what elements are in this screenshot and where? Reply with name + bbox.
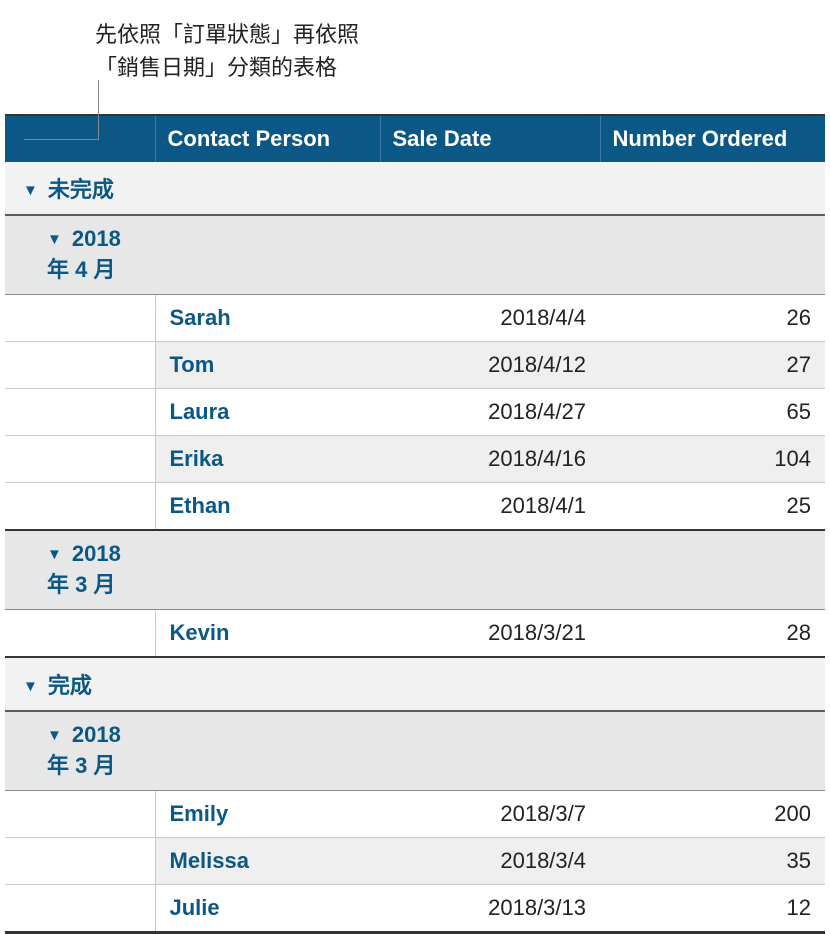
table-row[interactable]: Erika 2018/4/16 104 — [5, 436, 825, 483]
table-row[interactable]: Julie 2018/3/13 12 — [5, 885, 825, 933]
cell-num: 25 — [600, 483, 825, 531]
cell-num: 12 — [600, 885, 825, 933]
table-header-row: Contact Person Sale Date Number Ordered — [5, 115, 825, 162]
disclosure-icon[interactable]: ▼ — [23, 678, 38, 695]
cell-date: 2018/3/7 — [380, 791, 600, 838]
caption-line1: 先依照「訂單狀態」再依照 — [95, 22, 359, 47]
cell-contact: Laura — [155, 389, 380, 436]
cell-contact: Kevin — [155, 610, 380, 658]
cell-date: 2018/4/16 — [380, 436, 600, 483]
header-ordered[interactable]: Number Ordered — [600, 115, 825, 162]
cell-num: 65 — [600, 389, 825, 436]
cell-num: 104 — [600, 436, 825, 483]
cell-date: 2018/3/21 — [380, 610, 600, 658]
disclosure-icon[interactable]: ▼ — [47, 727, 62, 744]
header-contact[interactable]: Contact Person — [155, 115, 380, 162]
disclosure-icon[interactable]: ▼ — [23, 182, 38, 199]
grouped-table: Contact Person Sale Date Number Ordered … — [5, 114, 825, 934]
cell-contact: Emily — [155, 791, 380, 838]
table-row[interactable]: Melissa 2018/3/4 35 — [5, 838, 825, 885]
cell-contact: Julie — [155, 885, 380, 933]
table-row[interactable]: Sarah 2018/4/4 26 — [5, 295, 825, 342]
group-l1-label: 未完成 — [48, 177, 114, 202]
group-header-l2[interactable]: ▼2018 年 3 月 — [5, 711, 825, 791]
header-date[interactable]: Sale Date — [380, 115, 600, 162]
cell-contact: Tom — [155, 342, 380, 389]
cell-date: 2018/4/12 — [380, 342, 600, 389]
caption-line2: 「銷售日期」分類的表格 — [95, 55, 337, 80]
cell-num: 35 — [600, 838, 825, 885]
disclosure-icon[interactable]: ▼ — [47, 546, 62, 563]
cell-date: 2018/4/27 — [380, 389, 600, 436]
group-header-l1[interactable]: ▼ 未完成 — [5, 162, 825, 215]
cell-date: 2018/3/4 — [380, 838, 600, 885]
cell-num: 200 — [600, 791, 825, 838]
table-row[interactable]: Emily 2018/3/7 200 — [5, 791, 825, 838]
table-row[interactable]: Laura 2018/4/27 65 — [5, 389, 825, 436]
table-row[interactable]: Tom 2018/4/12 27 — [5, 342, 825, 389]
table-row[interactable]: Kevin 2018/3/21 28 — [5, 610, 825, 658]
group-header-l2[interactable]: ▼2018 年 4 月 — [5, 215, 825, 295]
cell-contact: Ethan — [155, 483, 380, 531]
cell-contact: Erika — [155, 436, 380, 483]
group-header-l1[interactable]: ▼ 完成 — [5, 657, 825, 711]
cell-num: 27 — [600, 342, 825, 389]
cell-contact: Melissa — [155, 838, 380, 885]
disclosure-icon[interactable]: ▼ — [47, 231, 62, 248]
group-header-l2[interactable]: ▼2018 年 3 月 — [5, 530, 825, 610]
cell-contact: Sarah — [155, 295, 380, 342]
cell-date: 2018/4/4 — [380, 295, 600, 342]
table-row[interactable]: Ethan 2018/4/1 25 — [5, 483, 825, 531]
callout-pointer — [98, 80, 99, 140]
cell-date: 2018/4/1 — [380, 483, 600, 531]
cell-num: 28 — [600, 610, 825, 658]
caption-callout: 先依照「訂單狀態」再依照 「銷售日期」分類的表格 — [0, 0, 830, 114]
cell-date: 2018/3/13 — [380, 885, 600, 933]
cell-num: 26 — [600, 295, 825, 342]
group-l1-label: 完成 — [48, 673, 92, 698]
